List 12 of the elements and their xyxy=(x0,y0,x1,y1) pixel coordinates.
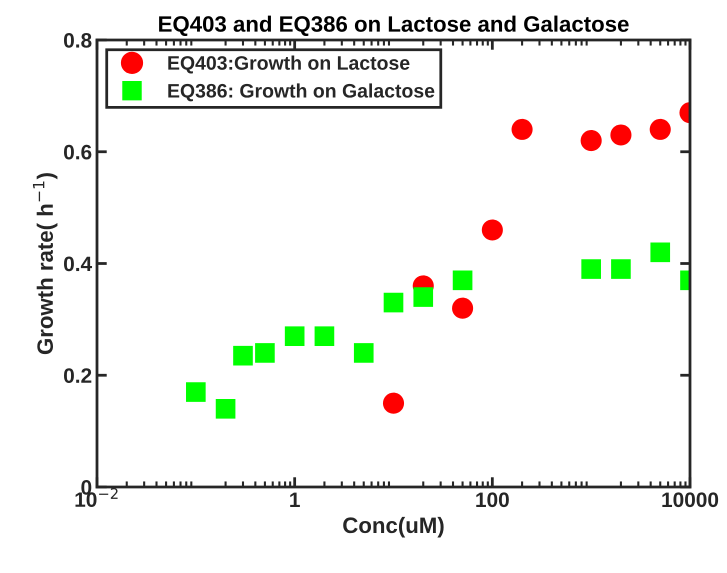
y-axis-title: Growth rate( h$^{−1}$) xyxy=(32,173,58,354)
y-tick-label: 0.4 xyxy=(64,256,92,272)
x-axis-title: Conc(uM) xyxy=(343,516,444,538)
y-tick-label: 0.8 xyxy=(64,33,92,48)
legend-label: EQ403:Growth on Lactose xyxy=(168,56,410,74)
legend-label: EQ386: Growth on Galactose xyxy=(168,83,434,102)
x-tick-label: 10000 xyxy=(662,492,718,508)
chart-title: EQ403 and EQ386 on Lactose and Galactose xyxy=(159,16,629,36)
y-tick-label: 0.6 xyxy=(64,144,92,160)
x-tick-label: 1 xyxy=(290,492,300,507)
y-tick-label: 0.2 xyxy=(64,368,92,384)
x-tick-label: 100 xyxy=(476,492,509,508)
